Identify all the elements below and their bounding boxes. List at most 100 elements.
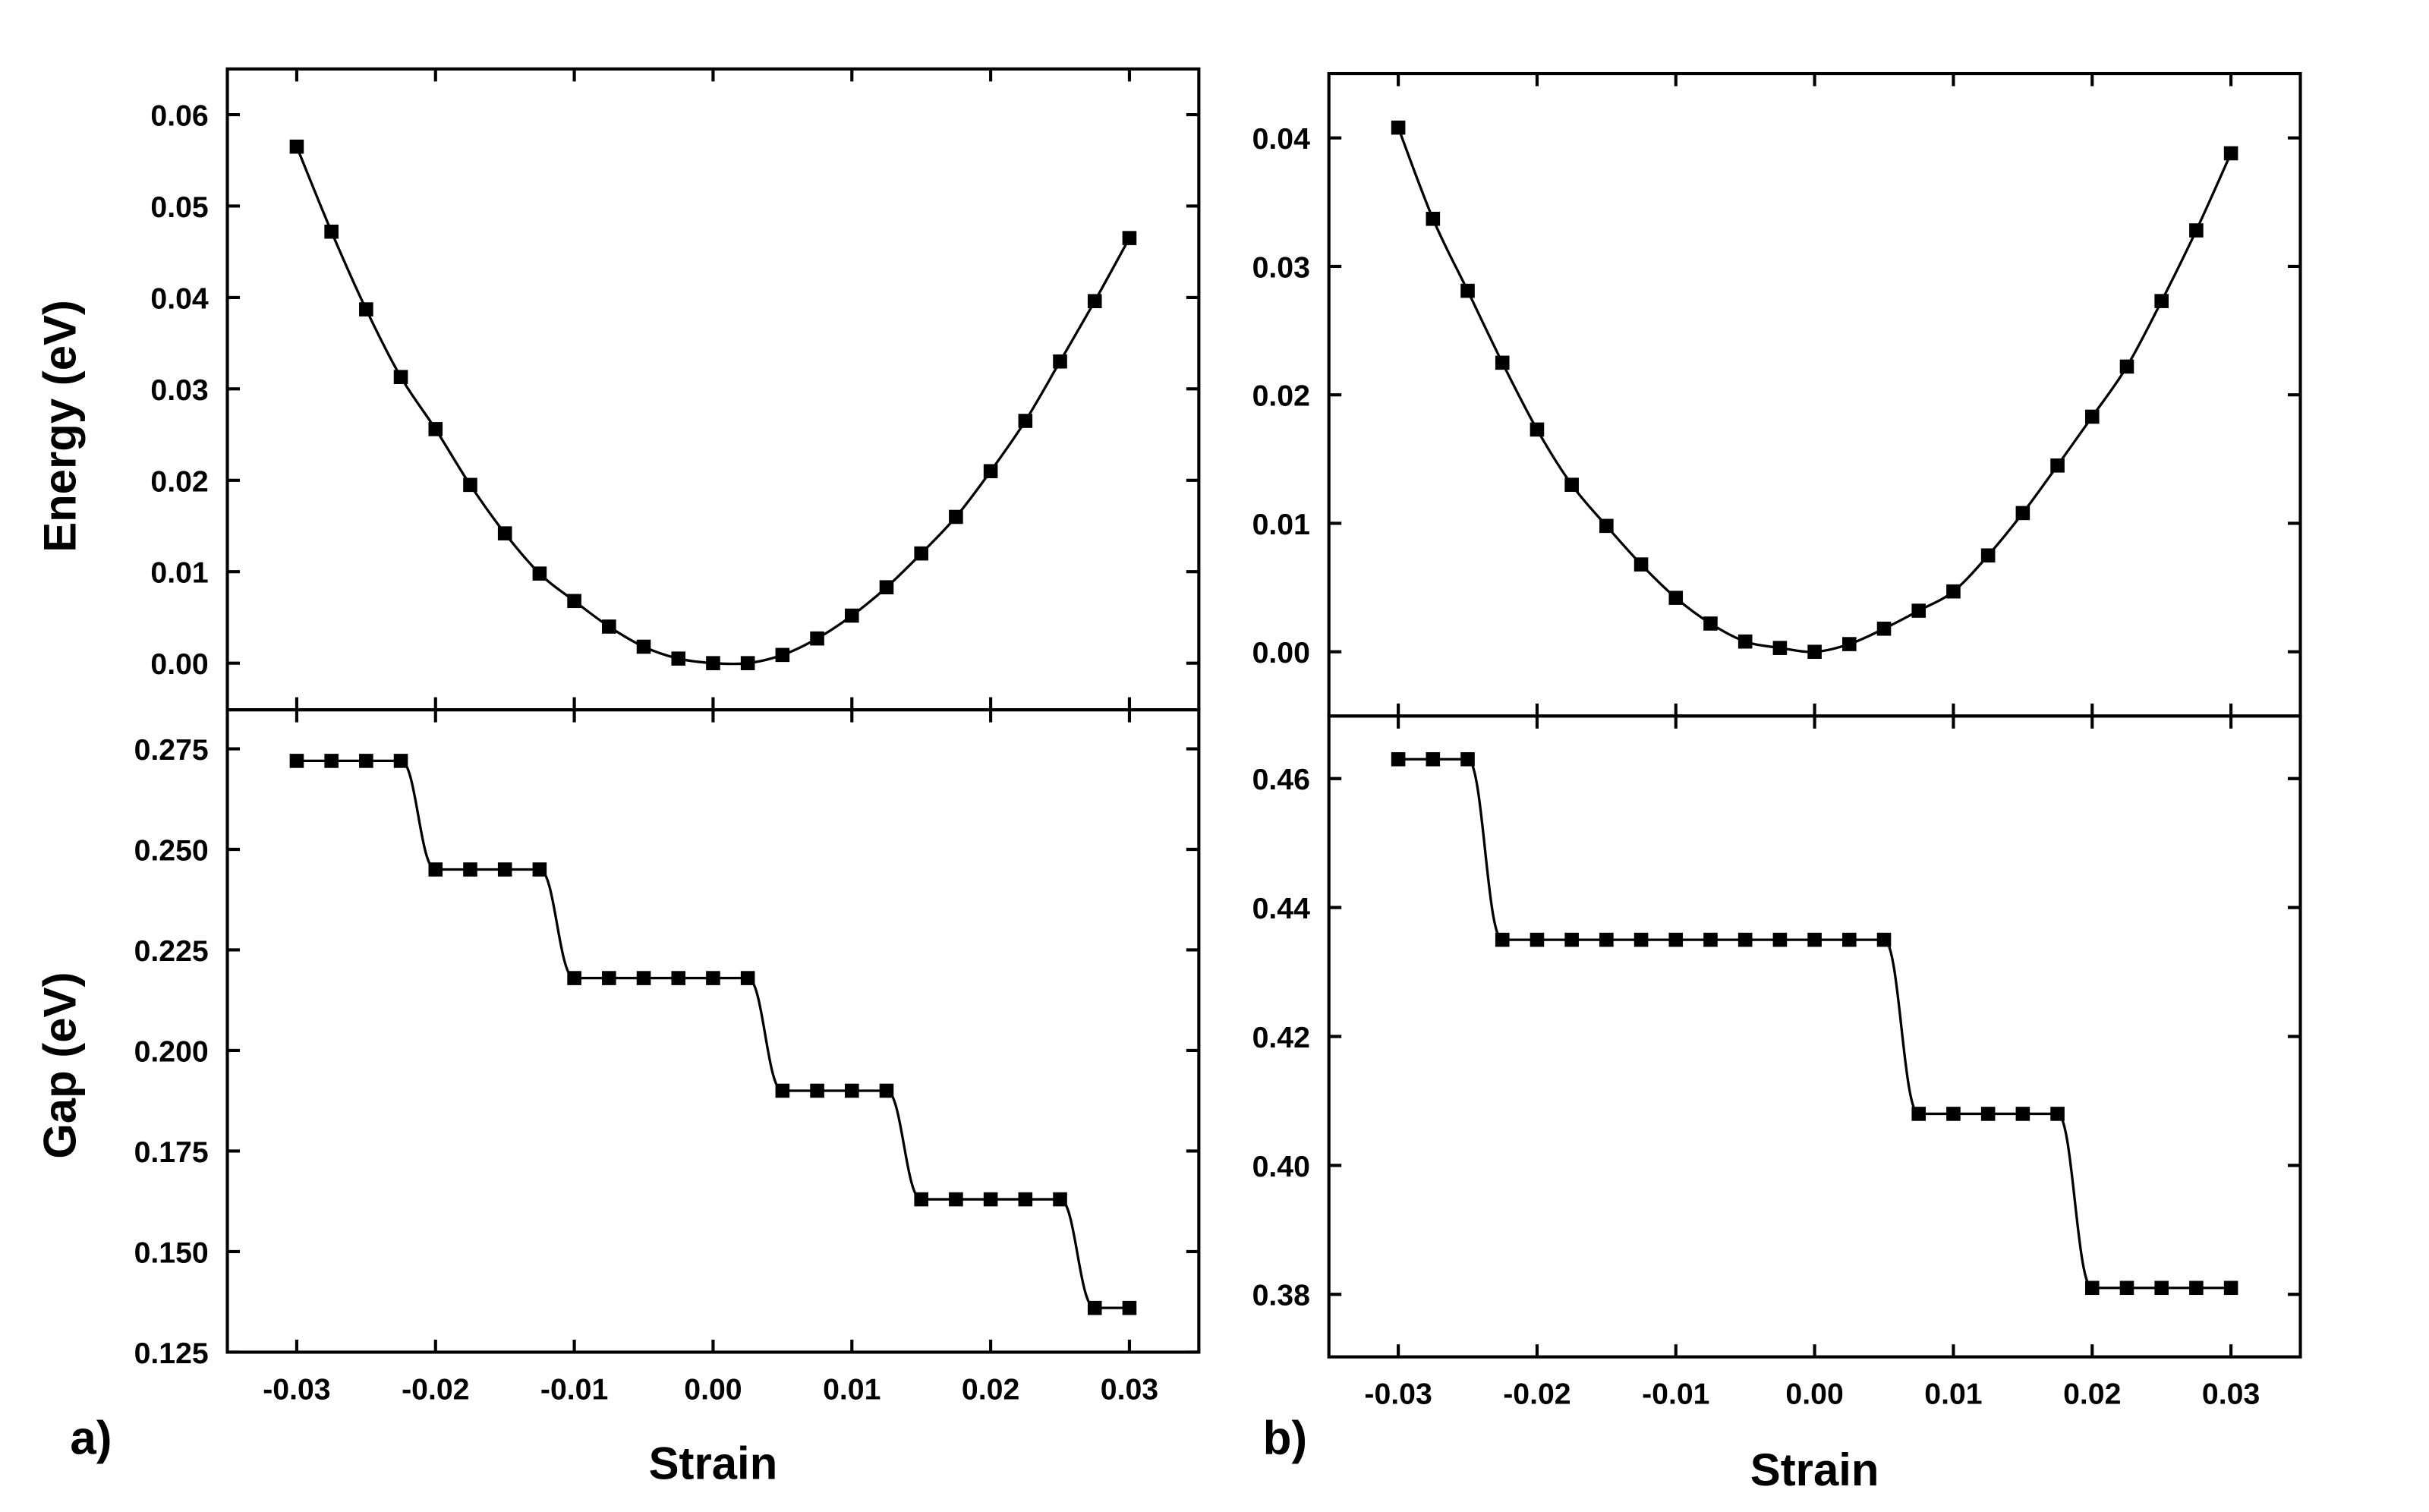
data-point — [2119, 1280, 2134, 1296]
data-point — [428, 862, 443, 877]
y-tick-label: 0.125 — [134, 1337, 209, 1370]
data-point — [1668, 932, 1684, 947]
data-point — [775, 647, 790, 663]
y-tick-label: 0.275 — [134, 733, 209, 767]
data-point — [1807, 644, 1822, 660]
x-tick-label: 0.02 — [962, 1372, 1019, 1406]
y-tick-label: 0.04 — [1252, 122, 1311, 156]
y-tick-label: 0.200 — [134, 1035, 209, 1068]
a-xlabel: Strain — [649, 1438, 778, 1489]
data-point — [1911, 1107, 1927, 1121]
data-point — [1087, 294, 1102, 309]
data-point — [1122, 1300, 1137, 1315]
data-point — [914, 1192, 928, 1207]
y-tick-label: 0.04 — [150, 282, 209, 315]
chart-b-gap: -0.03 -0.02 -0.01 0.00 0.01 0.02 0.03 0.38 0.40 0… — [1252, 714, 2302, 1411]
y-tick-label: 0.38 — [1252, 1279, 1310, 1312]
x-tick-label: 0.01 — [1924, 1378, 1982, 1411]
data-point — [1772, 641, 1788, 655]
data-point — [1737, 932, 1753, 947]
data-point — [740, 656, 755, 670]
data-point — [1495, 355, 1510, 370]
x-tick-label: 0.03 — [1101, 1372, 1158, 1406]
panel-b-label: b) — [1263, 1413, 1307, 1465]
data-point — [2050, 1107, 2065, 1121]
data-point — [983, 464, 998, 479]
data-point — [532, 862, 547, 877]
data-point — [844, 608, 859, 623]
data-point — [289, 139, 304, 154]
data-point — [463, 862, 477, 877]
data-point — [1018, 414, 1033, 428]
y-tick-label: 0.175 — [134, 1136, 209, 1169]
data-point — [879, 580, 894, 595]
a-energy-ylabel: Energy (eV) — [34, 300, 85, 553]
data-point — [1087, 1300, 1102, 1315]
data-point — [1391, 120, 1406, 135]
x-tick-label: -0.01 — [540, 1372, 608, 1406]
data-point — [2154, 294, 2169, 308]
x-tick-label: 0.00 — [1785, 1378, 1843, 1411]
y-tick-label: 0.05 — [150, 191, 208, 224]
data-point — [636, 639, 651, 654]
y-tick-label: 0.06 — [150, 99, 208, 132]
data-point — [914, 546, 928, 561]
data-point — [1599, 932, 1614, 947]
data-point — [2015, 1107, 2030, 1121]
data-point — [1391, 751, 1406, 767]
y-tick-label: 0.02 — [150, 465, 208, 498]
y-tick-label: 0.01 — [150, 556, 208, 590]
data-point — [1911, 603, 1927, 618]
x-tick-label: 0.00 — [684, 1372, 742, 1406]
x-tick-label: 0.01 — [823, 1372, 881, 1406]
panel-a-label: a) — [70, 1413, 112, 1465]
data-point — [1980, 1107, 1996, 1121]
y-tick-label: 0.01 — [1252, 508, 1310, 541]
data-point — [2223, 1280, 2238, 1296]
data-point — [567, 971, 581, 985]
data-point — [775, 1083, 790, 1098]
data-point — [706, 656, 720, 670]
data-point — [949, 1192, 963, 1207]
data-point — [671, 651, 686, 666]
data-point — [671, 971, 686, 985]
data-point — [1668, 591, 1684, 605]
data-point — [1495, 932, 1510, 947]
data-point — [2050, 458, 2065, 473]
data-point — [1876, 621, 1892, 636]
a-gap-ylabel: Gap (eV) — [34, 972, 85, 1159]
data-point — [983, 1192, 998, 1207]
data-point — [324, 754, 339, 768]
data-point — [2084, 1280, 2100, 1296]
y-tick-label: 0.150 — [134, 1236, 209, 1269]
x-tick-label: 0.03 — [2202, 1378, 2260, 1411]
data-point — [1599, 518, 1614, 534]
x-tick-label: -0.03 — [1364, 1378, 1432, 1411]
x-tick-label: -0.02 — [1503, 1378, 1571, 1411]
y-tick-label: 0.225 — [134, 934, 209, 968]
data-point — [1530, 932, 1545, 947]
data-point — [1946, 1107, 1961, 1121]
y-tick-label: 0.00 — [1252, 636, 1310, 669]
data-point — [324, 224, 339, 239]
data-point — [2189, 1280, 2204, 1296]
y-tick-label: 0.44 — [1252, 892, 1311, 925]
data-point — [2189, 223, 2204, 238]
fit-curve — [295, 146, 1131, 666]
data-point — [602, 619, 616, 634]
x-tick-label: -0.01 — [1642, 1378, 1709, 1411]
y-tick-label: 0.00 — [150, 647, 208, 681]
data-point — [359, 754, 373, 768]
data-point — [463, 477, 477, 493]
data-point — [2223, 146, 2238, 161]
data-point — [2015, 506, 2030, 521]
data-point — [1426, 751, 1441, 767]
data-point — [1807, 932, 1822, 947]
b-xlabel: Strain — [1750, 1444, 1879, 1495]
data-point — [1122, 231, 1137, 245]
x-tick-label: 0.02 — [2063, 1378, 2121, 1411]
data-point — [1460, 751, 1475, 767]
data-point — [1842, 637, 1857, 651]
data-point — [844, 1083, 859, 1098]
